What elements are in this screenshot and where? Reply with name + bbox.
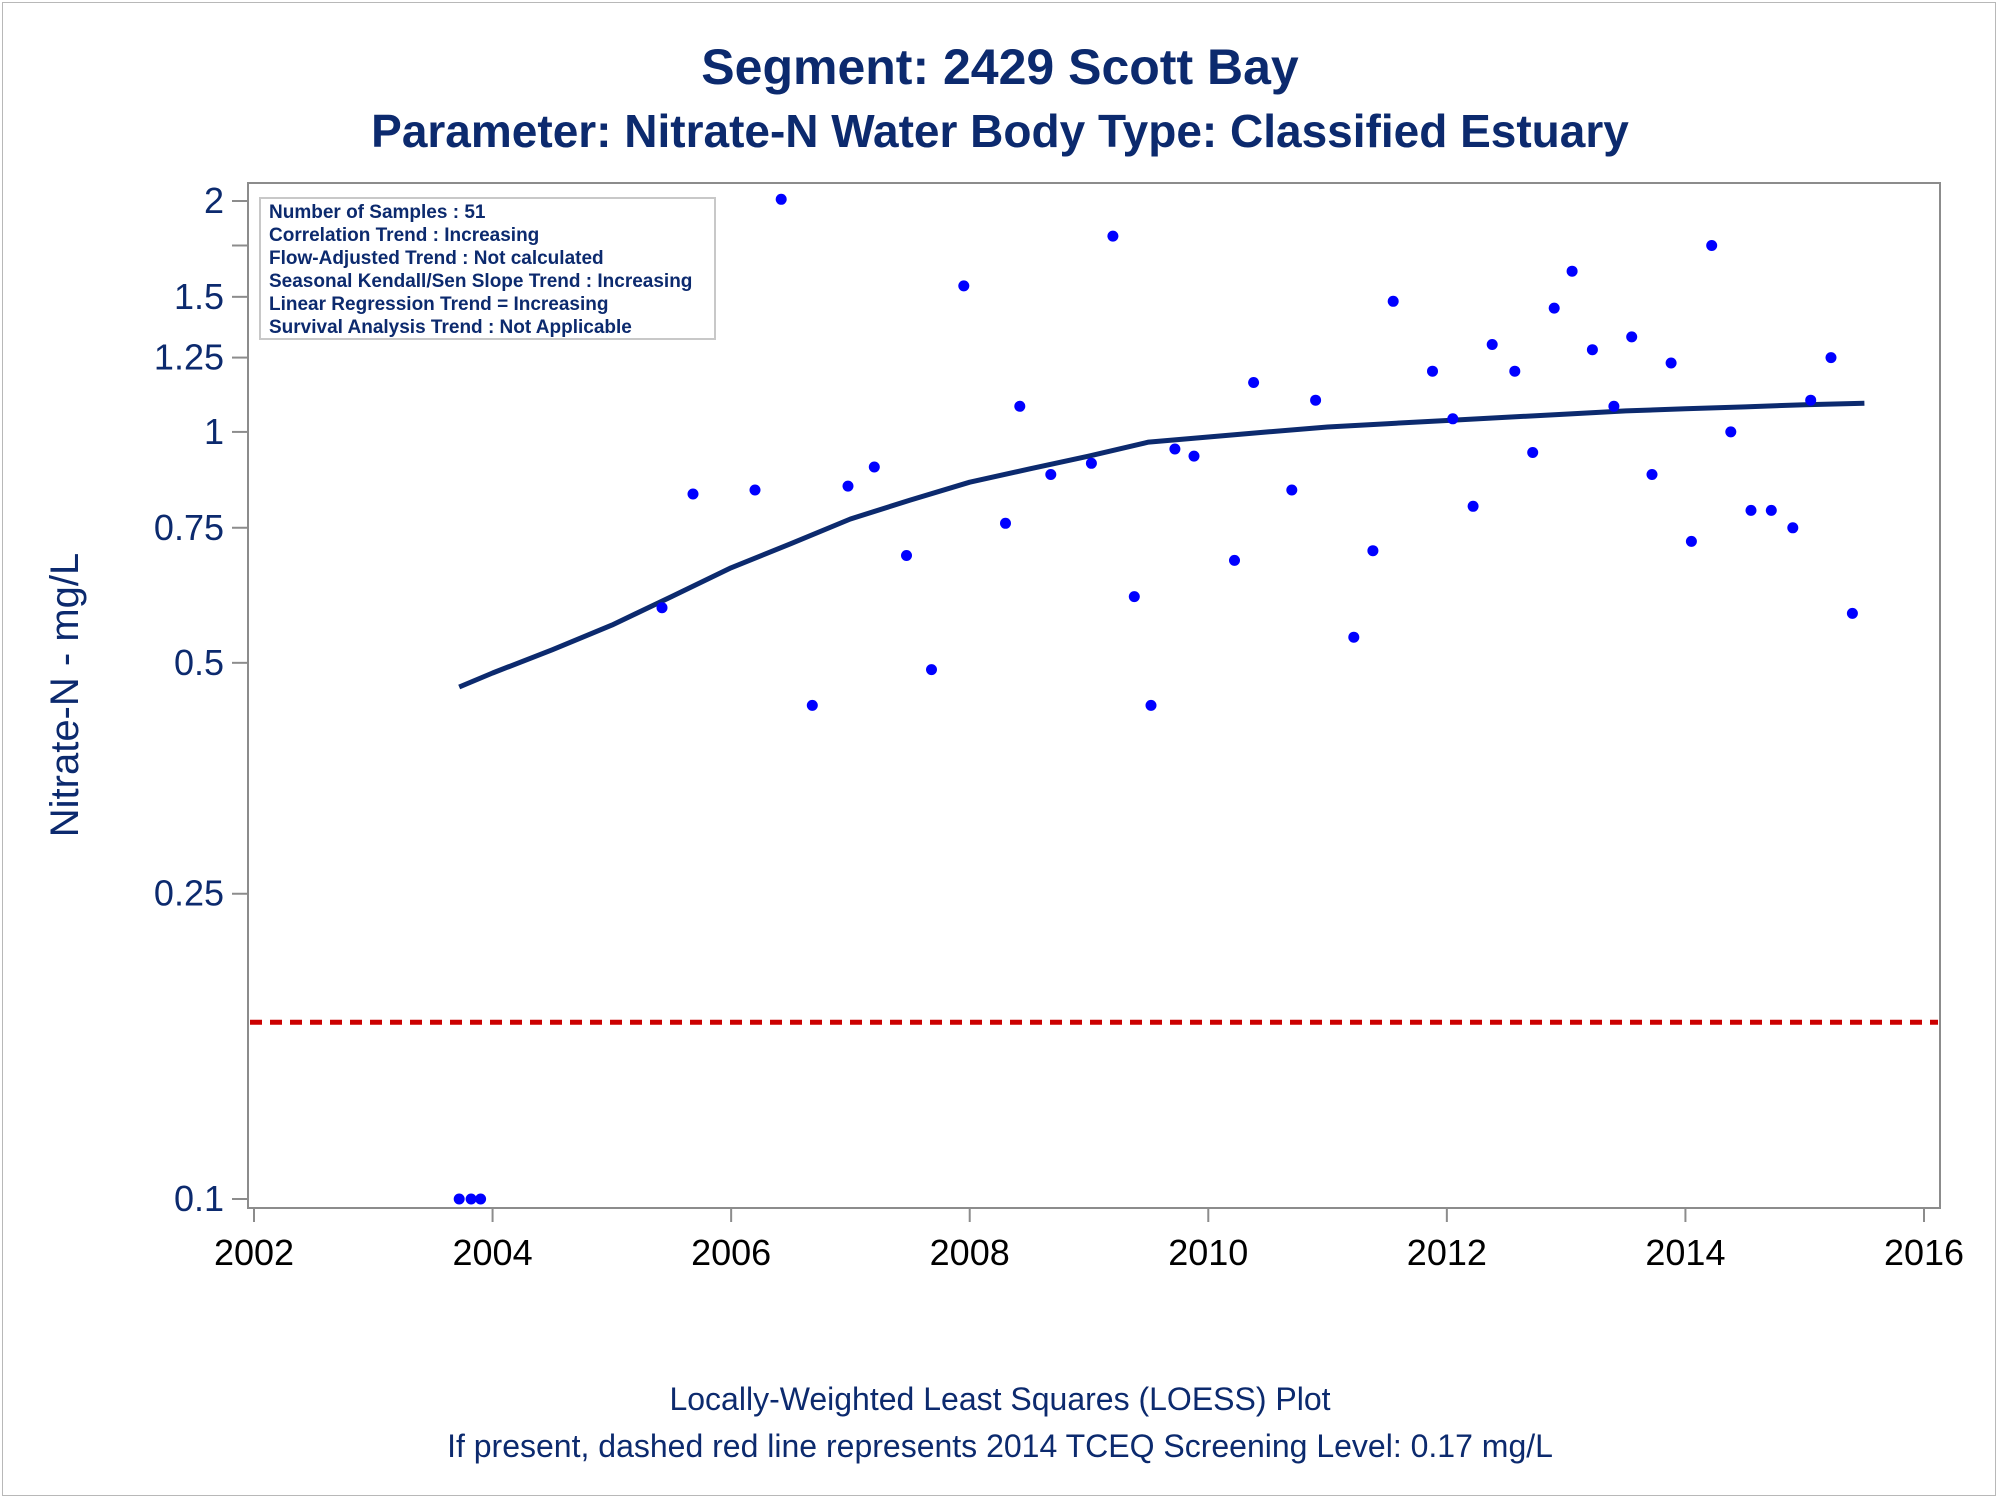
y-tick-label: 0.5 — [174, 642, 224, 683]
sample-point — [1665, 357, 1677, 369]
sample-point — [1725, 426, 1737, 438]
sample-point — [1846, 607, 1858, 619]
sample-point — [1765, 504, 1777, 516]
sample-point — [475, 1193, 487, 1205]
sample-point — [1805, 394, 1817, 406]
sample-point — [1486, 339, 1498, 350]
y-axis: 0.1 0.25 0.5 0.75 1 1.25 1.5 2 — [154, 180, 248, 1219]
y-tick-label: 1 — [204, 411, 224, 452]
sample-point — [1286, 484, 1298, 496]
sample-point — [1527, 447, 1539, 458]
footnote-screening-level: If present, dashed red line represents 2… — [447, 1428, 1553, 1464]
sample-point — [1685, 535, 1697, 547]
sample-point — [465, 1193, 477, 1205]
loess-curve-group — [458, 400, 1865, 690]
info-correlation-trend: Correlation Trend : Increasing — [269, 225, 539, 246]
info-box: Number of Samples : 51 Correlation Trend… — [259, 197, 716, 340]
sample-point — [842, 480, 854, 492]
x-tick-label: 2006 — [691, 1232, 771, 1273]
x-axis: 2002 2004 2006 2008 2010 2012 2014 2016 — [214, 1208, 1964, 1273]
info-samples: Number of Samples : 51 — [269, 202, 486, 223]
sample-point — [1188, 450, 1200, 462]
sample-point — [1825, 352, 1837, 364]
sample-point — [1387, 295, 1399, 307]
sample-point — [1467, 500, 1479, 512]
sample-point — [687, 488, 699, 500]
sample-point — [1367, 545, 1379, 557]
sample-point — [453, 1193, 465, 1205]
info-survival-analysis-trend: Survival Analysis Trend : Not Applicable — [269, 317, 632, 338]
sample-point — [1626, 331, 1638, 343]
x-tick-label: 2016 — [1884, 1232, 1964, 1273]
y-tick-label: 1.25 — [154, 337, 224, 378]
sample-points — [453, 193, 1858, 1205]
sample-point — [1145, 699, 1157, 711]
sample-point — [1787, 522, 1799, 534]
sample-point — [656, 602, 668, 614]
sample-point — [1128, 591, 1140, 603]
sample-point — [901, 550, 912, 561]
loess-curve — [458, 400, 1865, 690]
y-tick-label: 2 — [204, 180, 224, 221]
sample-point — [1169, 443, 1181, 455]
sample-point — [1566, 265, 1578, 277]
x-tick-label: 2008 — [930, 1232, 1010, 1273]
x-tick-label: 2004 — [453, 1232, 533, 1273]
sample-point — [1509, 365, 1521, 377]
y-tick-label: 1.5 — [174, 276, 224, 317]
sample-point — [1706, 240, 1718, 251]
sample-point — [775, 193, 787, 205]
sample-point — [1608, 400, 1620, 412]
sample-point — [1348, 631, 1360, 643]
info-linear-regression-trend: Linear Regression Trend = Increasing — [269, 294, 608, 315]
sample-point — [1548, 302, 1560, 314]
sample-point — [1085, 457, 1097, 469]
sample-point — [868, 461, 880, 473]
sample-point — [1646, 469, 1658, 480]
sample-point — [1745, 504, 1757, 516]
y-tick-label: 0.1 — [174, 1178, 224, 1219]
x-tick-label: 2012 — [1407, 1232, 1487, 1273]
info-box-border — [259, 197, 716, 340]
sample-point — [1229, 554, 1240, 566]
x-tick-label: 2014 — [1645, 1232, 1725, 1273]
sample-point — [1310, 394, 1322, 406]
plot-area — [247, 182, 1941, 1209]
sample-point — [958, 280, 970, 292]
sample-point — [1248, 377, 1260, 388]
y-tick-label: 0.75 — [154, 507, 224, 548]
sample-point — [1014, 400, 1026, 412]
sample-point — [1000, 517, 1011, 529]
y-axis-title: Nitrate-N - mg/L — [43, 553, 87, 838]
sample-point — [1427, 365, 1438, 377]
sample-point — [1045, 469, 1057, 480]
info-seasonal-kendall-trend: Seasonal Kendall/Sen Slope Trend : Incre… — [269, 271, 692, 292]
sample-point — [749, 484, 761, 496]
chart-subtitle: Parameter: Nitrate-N Water Body Type: Cl… — [371, 105, 1629, 157]
sample-point — [1586, 344, 1598, 356]
sample-point — [1447, 413, 1459, 425]
y-tick-label: 0.25 — [154, 873, 224, 914]
info-flow-adjusted-trend: Flow-Adjusted Trend : Not calculated — [269, 248, 604, 269]
chart-title: Segment: 2429 Scott Bay — [701, 39, 1299, 95]
x-tick-label: 2010 — [1168, 1232, 1248, 1273]
sample-point — [806, 699, 818, 711]
footnote-loess: Locally-Weighted Least Squares (LOESS) P… — [669, 1381, 1331, 1417]
sample-point — [926, 664, 937, 676]
sample-point — [1107, 230, 1119, 242]
x-tick-label: 2002 — [214, 1232, 294, 1273]
